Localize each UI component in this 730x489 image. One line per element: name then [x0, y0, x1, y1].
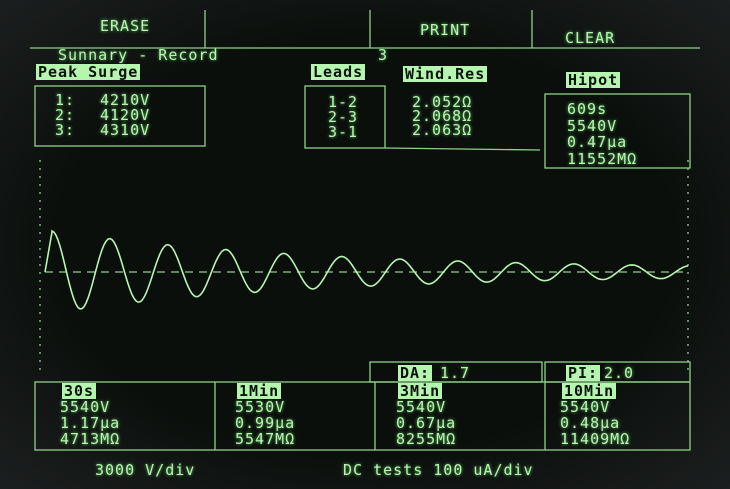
da-value: 1.7	[440, 365, 470, 381]
test-time: 3Min	[398, 383, 442, 399]
test-time: 10Min	[562, 383, 616, 399]
test-current: 0.67µa	[396, 415, 456, 431]
button[interactable]: PRINT	[420, 22, 470, 38]
peak-voltage: 4310V	[100, 122, 150, 138]
instrument-screen: ERASE PRINT CLEAR Sunnary - Record 3 Peak Sur…	[0, 0, 730, 489]
summary-title: Sunnary - Record	[58, 47, 219, 63]
divider	[385, 148, 540, 150]
button[interactable]: ERASE	[100, 18, 150, 34]
da-label: DA:	[398, 365, 432, 381]
hipot-value: 0.47µa	[567, 134, 627, 150]
winding-resistance: 2.063Ω	[412, 122, 472, 138]
hipot-value: 11552MΩ	[567, 151, 637, 167]
test-voltage: 5540V	[560, 399, 610, 415]
test-voltage: 5540V	[396, 399, 446, 415]
header: Leads	[311, 64, 365, 80]
test-resistance: 5547MΩ	[235, 431, 295, 447]
header: Hipot	[566, 72, 620, 88]
header: Wind.Res	[403, 66, 487, 82]
hipot-value: 609s	[567, 101, 607, 117]
test-resistance: 4713MΩ	[60, 431, 120, 447]
test-resistance: 8255MΩ	[396, 431, 456, 447]
header: Peak Surge	[36, 64, 140, 80]
test-voltage: 5540V	[60, 399, 110, 415]
test-current: 0.48µa	[560, 415, 620, 431]
row-index: 3:	[55, 122, 75, 138]
test-current: 0.99µa	[235, 415, 295, 431]
test-resistance: 11409MΩ	[560, 431, 630, 447]
test-time: 30s	[62, 383, 96, 399]
footer-dc-scale: DC tests 100 uA/div	[343, 462, 534, 478]
hipot-value: 5540V	[567, 118, 617, 134]
pi-value: 2.0	[604, 365, 634, 381]
lead-pair: 3-1	[328, 124, 358, 140]
waveform	[45, 231, 688, 309]
pi-label: PI:	[566, 365, 600, 381]
test-voltage: 5530V	[235, 399, 285, 415]
test-current: 1.17µa	[60, 415, 120, 431]
footer-scale: 3000 V/div	[95, 462, 195, 478]
test-time: 1Min	[237, 383, 281, 399]
record-number: 3	[378, 47, 388, 63]
button[interactable]: CLEAR	[565, 30, 615, 46]
